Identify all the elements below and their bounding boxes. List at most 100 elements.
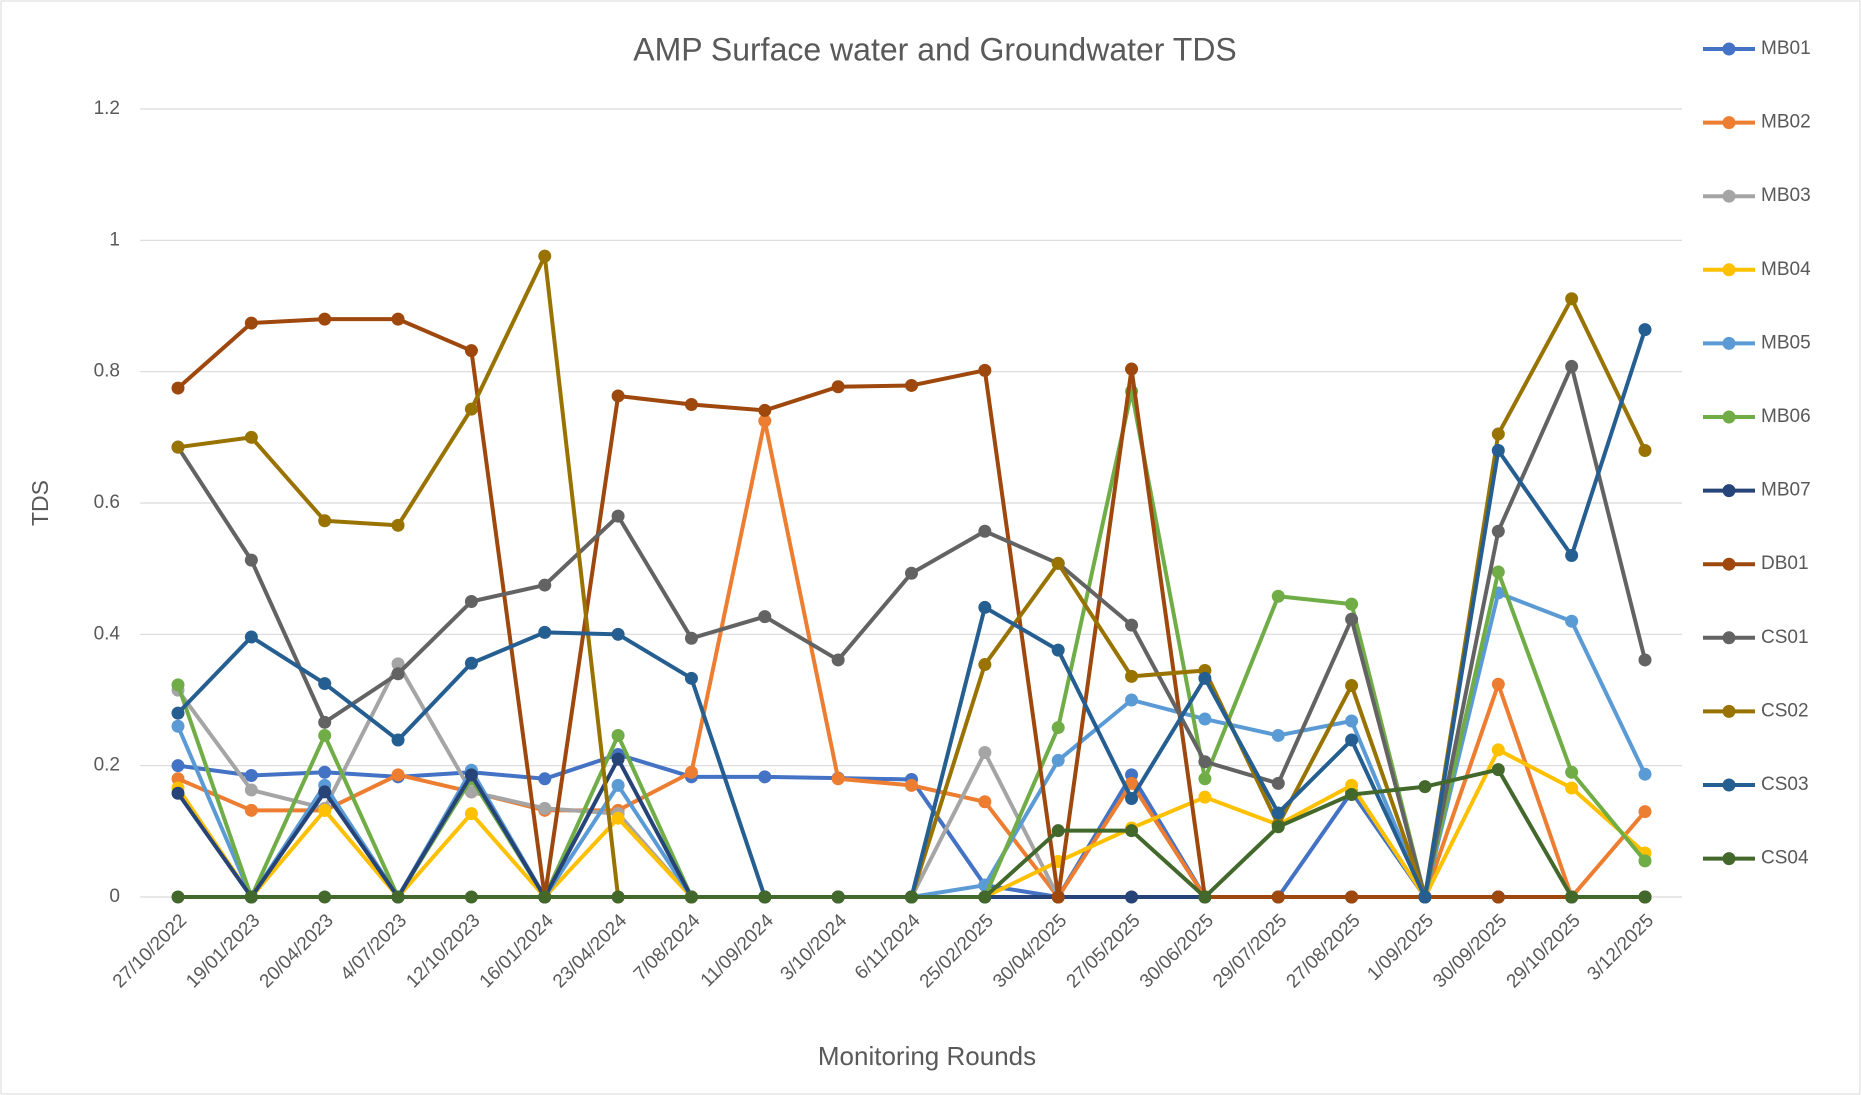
data-point [684,890,698,904]
data-point [171,759,185,773]
data-point [318,765,332,779]
data-point [1638,443,1652,457]
y-tick-label: 0 [109,886,120,907]
data-point [244,630,258,644]
data-point [391,667,405,681]
data-point [684,765,698,779]
data-point [1198,790,1212,804]
data-point [611,728,625,742]
data-point [1638,653,1652,667]
data-point [1051,721,1065,735]
data-point [1198,671,1212,685]
legend-marker [1722,263,1736,277]
data-point [318,803,332,817]
data-point [684,631,698,645]
data-point [1638,854,1652,868]
data-point [831,772,845,786]
data-point [391,890,405,904]
data-point [905,890,918,904]
data-point [684,671,698,685]
legend-label: CS02 [1761,700,1809,721]
data-point [1345,597,1359,611]
data-point [318,890,332,904]
y-tick-label: 0.4 [94,623,121,644]
data-point [1491,565,1505,579]
data-point [1638,767,1652,781]
data-point [611,890,625,904]
data-point [1418,890,1432,904]
data-point [1271,728,1285,742]
y-tick-label: 0.2 [94,755,120,776]
data-point [244,783,258,797]
data-point [244,890,258,904]
data-point [978,658,992,672]
data-point [1345,778,1359,792]
data-point [1565,549,1579,563]
data-point [538,890,552,904]
data-point [978,524,992,538]
data-point [831,653,845,667]
data-point [318,728,332,742]
x-axis-label: Monitoring Rounds [818,1041,1036,1071]
legend-marker [1722,852,1736,866]
legend-label: DB01 [1761,553,1809,574]
data-point [538,578,552,592]
y-tick-label: 0.6 [94,492,120,513]
data-point [1125,824,1139,838]
data-point [171,706,185,720]
data-point [1565,292,1579,306]
data-point [1345,679,1359,693]
y-tick-label: 0.8 [94,361,120,382]
legend-marker [1722,189,1736,203]
data-point [464,785,478,799]
y-tick-label: 1 [109,229,120,250]
data-point [758,890,772,904]
data-point [758,414,772,428]
legend-label: MB06 [1761,406,1811,427]
data-point [611,811,625,825]
data-point [318,677,332,691]
y-tick-label: 1.2 [94,98,120,119]
data-point [905,378,918,392]
legend-marker [1722,557,1736,571]
legend-label: MB03 [1761,185,1811,206]
data-point [318,785,332,799]
legend-label: MB01 [1761,38,1811,59]
data-point [464,656,478,670]
legend-marker [1722,704,1736,718]
data-point [1125,669,1139,683]
data-point [464,595,478,608]
data-point [1565,359,1579,373]
data-point [391,518,405,532]
data-point [391,768,405,782]
data-point [1271,820,1285,834]
data-point [391,733,405,747]
data-point [1271,589,1285,603]
data-point [978,363,992,377]
data-point [1271,806,1285,820]
legend-label: MB05 [1761,332,1811,353]
data-point [1125,792,1139,805]
data-point [171,719,185,733]
data-point [1051,556,1065,570]
legend-marker [1722,410,1736,424]
data-point [1125,693,1139,707]
data-point [611,509,625,523]
chart-title: AMP Surface water and Groundwater TDS [633,31,1237,67]
data-point [1271,776,1285,790]
data-point [464,890,478,904]
legend-label: MB07 [1761,480,1811,501]
data-point [1491,890,1505,904]
data-point [318,514,332,528]
data-point [1491,427,1505,441]
data-point [1491,743,1505,757]
data-point [1125,362,1139,376]
data-point [1491,763,1505,777]
legend-marker [1722,116,1736,130]
data-point [318,312,332,326]
data-point [244,553,258,567]
data-point [831,890,845,904]
